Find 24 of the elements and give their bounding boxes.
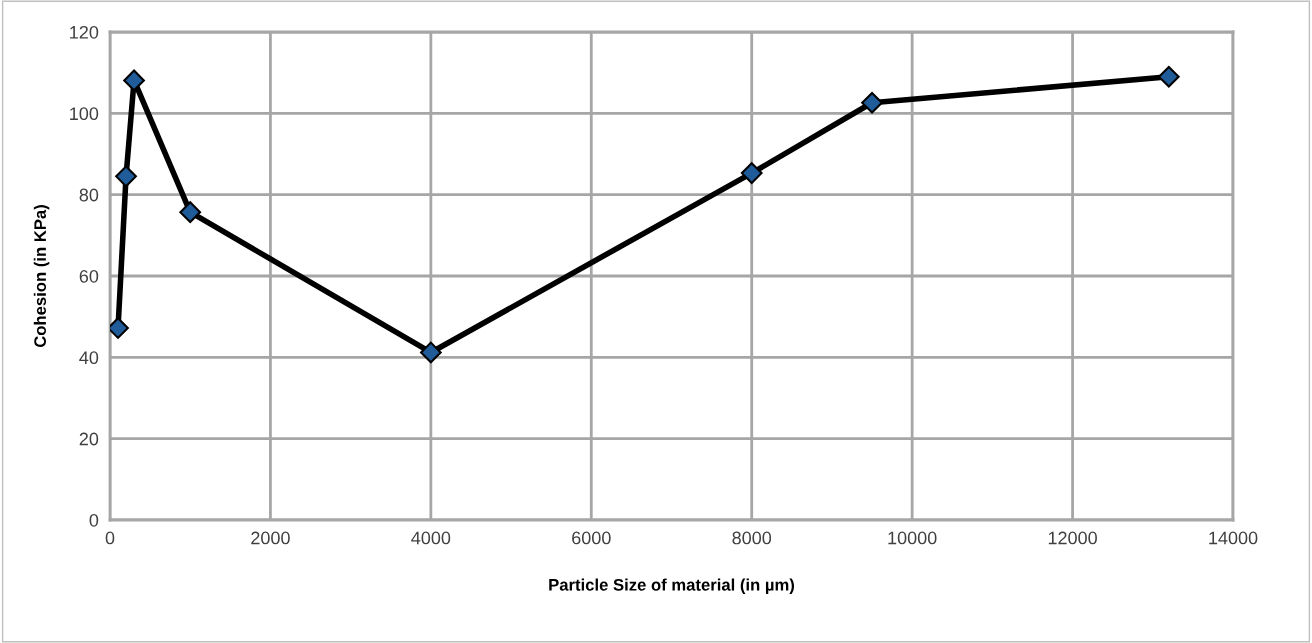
x-tick-label: 2000 bbox=[251, 531, 290, 545]
point bbox=[861, 91, 883, 114]
x-tick-label: 6000 bbox=[572, 531, 611, 545]
y-tick-label: 40 bbox=[79, 351, 99, 365]
y-tick-label: 20 bbox=[79, 432, 99, 446]
x-tick-label: 12000 bbox=[1048, 531, 1097, 545]
y-tick-label: 0 bbox=[89, 513, 99, 527]
x-tick-label: 0 bbox=[105, 531, 115, 545]
x-tick-label: 14000 bbox=[1209, 531, 1258, 545]
point bbox=[115, 165, 137, 188]
y-tick-label: 80 bbox=[79, 188, 99, 202]
point bbox=[1157, 65, 1180, 88]
y-axis-title: Cohesion (in KPa) bbox=[33, 205, 50, 348]
x-axis-title: Particle Size of material (in µm) bbox=[549, 578, 795, 595]
x-tick-label: 10000 bbox=[888, 531, 937, 545]
point bbox=[420, 341, 442, 364]
y-tick-label: 60 bbox=[79, 269, 99, 283]
x-tick-label: 8000 bbox=[732, 531, 772, 545]
x-tick-label: 4000 bbox=[411, 531, 451, 545]
point bbox=[740, 162, 763, 184]
y-tick-label: 100 bbox=[70, 107, 99, 121]
point bbox=[123, 69, 145, 92]
y-tick-label: 120 bbox=[70, 25, 99, 39]
point bbox=[179, 201, 202, 224]
